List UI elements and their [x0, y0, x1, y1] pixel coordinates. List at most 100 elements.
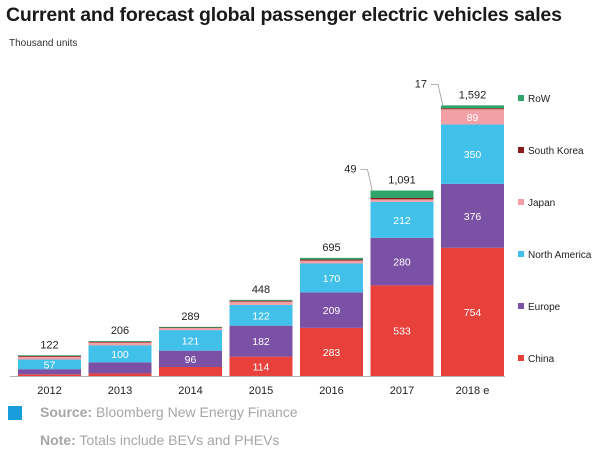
data-label-china-2016: 283 — [323, 347, 341, 359]
callout-label-2018-e: 17 — [415, 78, 427, 90]
note-line: Note: Totals include BEVs and PHEVs — [40, 432, 279, 448]
bar-japan-2015 — [229, 301, 293, 305]
bar-europe-2016 — [300, 292, 363, 328]
bar-china-2012 — [18, 374, 81, 376]
bar-south-korea-2016 — [300, 259, 363, 261]
source-icon — [8, 406, 22, 420]
data-label-north-america-2012: 57 — [44, 359, 56, 371]
total-label-2013: 206 — [111, 325, 129, 337]
bar-europe-2014 — [159, 350, 222, 367]
data-label-north-america-2014: 121 — [182, 335, 200, 347]
total-label-2014: 289 — [181, 311, 199, 323]
legend-item-europe: Europe — [518, 302, 560, 313]
bar-north-america-2016 — [300, 263, 363, 293]
data-label-europe-2015: 182 — [252, 336, 270, 348]
data-label-china-2015: 114 — [253, 361, 270, 373]
data-label-north-america-2018-e: 350 — [464, 149, 482, 161]
bar-south-korea-2015 — [229, 300, 293, 302]
data-label-japan-2018-e: 89 — [467, 112, 479, 124]
note-label: Note: — [40, 432, 76, 448]
source-text: Bloomberg New Energy Finance — [96, 404, 298, 420]
bar-row-2015 — [229, 299, 293, 301]
data-label-north-america-2017: 212 — [393, 215, 411, 227]
bar-china-2015 — [229, 356, 293, 376]
units-label: Thousand units — [9, 38, 78, 49]
bar-japan-2014 — [159, 327, 222, 331]
bar-row-2014 — [159, 326, 222, 328]
data-label-north-america-2015: 122 — [252, 310, 270, 322]
bar-japan-2012 — [18, 356, 81, 360]
callout-labels: 49 17 — [344, 78, 444, 192]
total-label-2018-e: 1,592 — [459, 89, 487, 101]
bar-row-2017 — [370, 190, 434, 199]
bar-south-korea-2012 — [18, 355, 81, 357]
x-tick-labels: 2012 2013 2014 2015 2016 2017 2018 e — [37, 385, 489, 397]
bar-japan-2013 — [88, 342, 152, 346]
bar-china-2017 — [370, 285, 434, 376]
legend: RoW South Korea Japan North America Europe Ch… — [518, 0, 600, 380]
x-tick-2013: 2013 — [108, 385, 132, 397]
callout-line-2017 — [360, 169, 373, 192]
bar-row-2013 — [88, 340, 152, 342]
data-label-china-2017: 533 — [393, 326, 411, 338]
x-tick-2012: 2012 — [37, 385, 61, 397]
stacked-bar-chart: 57 100 96 121 114 182 122 283 209 170 533 280 212 754… — [10, 78, 505, 397]
bar-north-america-2012 — [18, 359, 81, 370]
x-tick-2016: 2016 — [319, 385, 343, 397]
bar-south-korea-2013 — [88, 341, 152, 343]
legend-label-china: China — [528, 354, 555, 365]
total-label-2015: 448 — [252, 284, 270, 296]
data-label-europe-2014: 96 — [185, 354, 197, 366]
data-label-china-2018-e: 754 — [464, 307, 482, 319]
bar-south-korea-2018-e — [441, 108, 504, 110]
legend-swatch-north-america — [518, 251, 524, 258]
legend-label-north-america: North America — [528, 250, 592, 261]
bar-japan-2017 — [370, 199, 434, 202]
legend-label-south-korea: South Korea — [528, 146, 584, 157]
total-labels: 122 206 289 448 695 1,091 1,592 — [40, 89, 486, 351]
bar-europe-2017 — [370, 237, 434, 286]
legend-swatch-china — [518, 355, 524, 362]
bar-japan-2018-e — [441, 109, 504, 125]
x-tick-2017: 2017 — [390, 385, 414, 397]
note-text: Totals include BEVs and PHEVs — [79, 432, 280, 448]
legend-item-south-korea: South Korea — [518, 146, 584, 157]
bar-stacks: 57 100 96 121 114 182 122 283 209 170 533 280 212 754… — [18, 105, 504, 376]
total-label-2016: 695 — [322, 242, 340, 254]
bar-china-2018-e — [441, 247, 504, 376]
bar-north-america-2018-e — [441, 124, 504, 184]
bar-europe-2013 — [88, 362, 152, 374]
legend-swatch-row — [518, 95, 524, 102]
bar-china-2013 — [88, 373, 152, 376]
x-tick-2018-e: 2018 e — [456, 385, 490, 397]
bar-north-america-2015 — [229, 304, 293, 326]
bar-row-2018-e — [441, 105, 504, 109]
legend-label-japan: Japan — [528, 198, 556, 209]
legend-label-row: RoW — [528, 94, 551, 105]
bar-japan-2016 — [300, 260, 363, 264]
bar-south-korea-2017 — [370, 198, 434, 200]
source-label: Source: — [40, 404, 93, 420]
data-label-europe-2016: 209 — [323, 305, 341, 317]
data-label-europe-2018-e: 376 — [464, 211, 482, 223]
bar-europe-2012 — [18, 369, 81, 375]
data-label-europe-2017: 280 — [393, 257, 411, 269]
source-line: Source: Bloomberg New Energy Finance — [40, 404, 298, 420]
legend-item-row: RoW — [518, 94, 550, 105]
bar-row-2016 — [300, 257, 363, 260]
legend-swatch-europe — [518, 303, 524, 310]
bar-north-america-2017 — [370, 201, 434, 238]
bar-china-2016 — [300, 327, 363, 376]
legend-label-europe: Europe — [528, 302, 561, 313]
x-tick-2015: 2015 — [249, 385, 273, 397]
bar-north-america-2014 — [159, 330, 222, 351]
callout-label-2017: 49 — [344, 164, 356, 176]
data-label-north-america-2016: 170 — [323, 273, 341, 285]
legend-item-north-america: North America — [518, 250, 591, 261]
chart-title: Current and forecast global passenger el… — [6, 4, 562, 26]
callout-line-2018-e — [431, 83, 444, 107]
legend-item-japan: Japan — [518, 198, 555, 209]
total-label-2017: 1,091 — [388, 175, 416, 187]
bar-europe-2015 — [229, 325, 293, 357]
legend-item-china: China — [518, 354, 554, 365]
